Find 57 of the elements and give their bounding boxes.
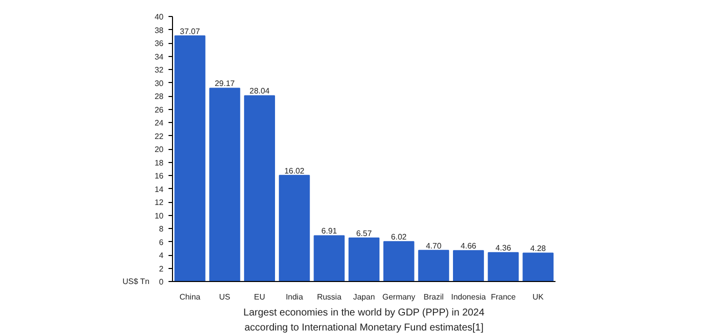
x-tick-label: Russia [316, 292, 342, 302]
y-tick-label: 22 [154, 132, 164, 141]
x-tick-label: UK [532, 292, 544, 302]
x-tick-label: India [286, 292, 304, 302]
data-label: 6.91 [321, 226, 338, 236]
y-tick-label: 24 [154, 118, 164, 128]
data-label: 6.02 [391, 232, 408, 242]
data-label: 28.04 [250, 86, 270, 96]
bar [488, 252, 519, 282]
bar [244, 95, 276, 282]
bar [278, 174, 310, 282]
data-label: 16.02 [284, 166, 305, 176]
y-tick-label: 12 [154, 198, 164, 207]
data-label: 4.66 [460, 242, 477, 251]
x-tick-label: Brazil [424, 292, 444, 302]
y-tick-label: 36 [154, 39, 164, 48]
y-axis-title: US$ Tn [122, 277, 150, 286]
y-tick-label: 6 [159, 238, 164, 247]
bar [522, 252, 554, 282]
y-tick-label: 0 [159, 278, 164, 286]
data-label: 4.70 [426, 241, 442, 250]
y-tick-label: 4 [159, 251, 164, 260]
y-tick-label: 10 [154, 211, 164, 220]
data-label: 37.07 [180, 26, 200, 36]
data-label: 4.28 [530, 244, 546, 254]
x-tick-label: China [179, 292, 201, 302]
bar [209, 88, 240, 282]
y-tick-label: 40 [154, 12, 164, 22]
text: Largest economies in the world by GDP (PPP) in 2024 [243, 308, 485, 318]
y-tick-label: 34 [154, 52, 164, 62]
bar [452, 250, 484, 282]
x-tick-label: US [219, 292, 230, 302]
y-tick-label: 18 [154, 158, 164, 168]
y-tick-label: 38 [154, 26, 164, 35]
x-tick-label: Japan [353, 292, 375, 302]
y-tick-label: 2 [159, 264, 164, 274]
y-tick-label: 32 [154, 66, 164, 74]
x-tick-label: EU [254, 292, 266, 302]
bar [348, 237, 380, 282]
y-tick-label: 8 [159, 224, 164, 234]
bar [174, 35, 206, 282]
data-label: 6.57 [356, 228, 372, 238]
y-tick-label: 16 [154, 172, 164, 180]
x-tick-label: France [490, 292, 516, 302]
data-label: 4.36 [495, 244, 512, 253]
y-tick-label: 14 [154, 184, 164, 194]
y-tick-label: 28 [154, 92, 164, 101]
x-tick-label: Germany [382, 292, 416, 302]
bar [418, 250, 450, 282]
y-tick-label: 26 [154, 105, 164, 114]
x-tick-label: Indonesia [451, 292, 486, 302]
y-tick-label: 20 [154, 145, 164, 154]
bar [314, 235, 345, 282]
data-label: 29.17 [214, 79, 236, 88]
text: according to International Monetary Fund estimates[1] [244, 322, 484, 334]
y-tick-label: 30 [154, 78, 164, 88]
bar [383, 241, 414, 282]
